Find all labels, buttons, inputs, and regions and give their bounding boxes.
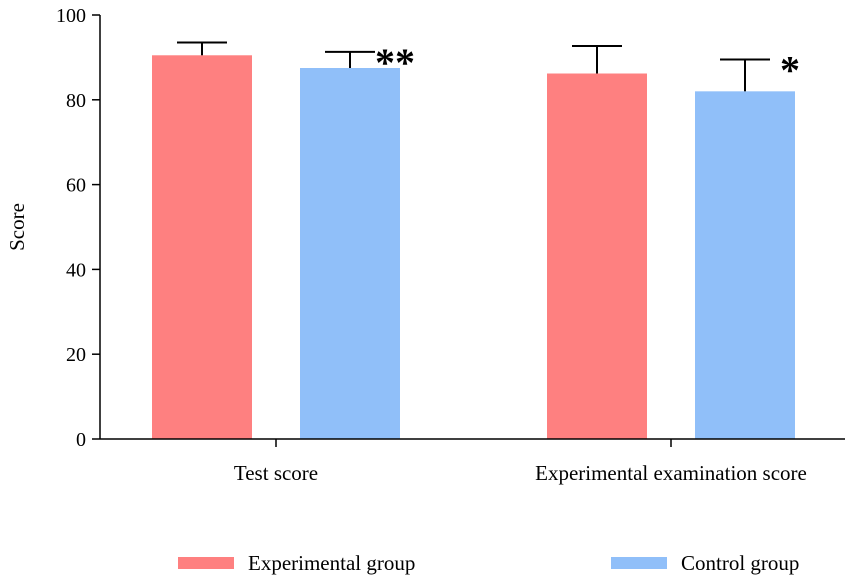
y-axis-label: Score <box>5 203 29 251</box>
legend-label-experimental-group: Experimental group <box>248 551 415 575</box>
significance-marker: ** <box>375 40 415 85</box>
significance-annotations: ** * <box>375 40 800 93</box>
y-tick-label: 100 <box>56 5 86 27</box>
y-tick-label: 60 <box>66 175 86 197</box>
bars <box>152 55 795 440</box>
category-label: Test score <box>234 461 318 485</box>
significance-marker: * <box>780 48 800 93</box>
category-label: Experimental examination score <box>535 461 807 485</box>
bar-control-group-experimental-examination-score <box>695 91 795 439</box>
y-axis-ticks: 0 20 40 60 80 100 <box>56 5 100 451</box>
legend: Experimental group Control group <box>178 551 799 575</box>
category-labels: Test score Experimental examination score <box>234 439 807 485</box>
y-tick-label: 20 <box>66 344 86 366</box>
y-tick-label: 80 <box>66 90 86 112</box>
legend-swatch-experimental-group <box>178 557 234 569</box>
y-tick-label: 0 <box>76 429 86 451</box>
bar-experimental-group-experimental-examination-score <box>547 73 647 440</box>
bar-experimental-group-test-score <box>152 55 252 439</box>
y-tick-label: 40 <box>66 259 86 281</box>
error-bars <box>177 41 770 92</box>
legend-label-control-group: Control group <box>681 551 799 575</box>
legend-swatch-control-group <box>611 557 667 569</box>
axes <box>99 15 845 440</box>
bar-control-group-test-score <box>300 68 400 439</box>
